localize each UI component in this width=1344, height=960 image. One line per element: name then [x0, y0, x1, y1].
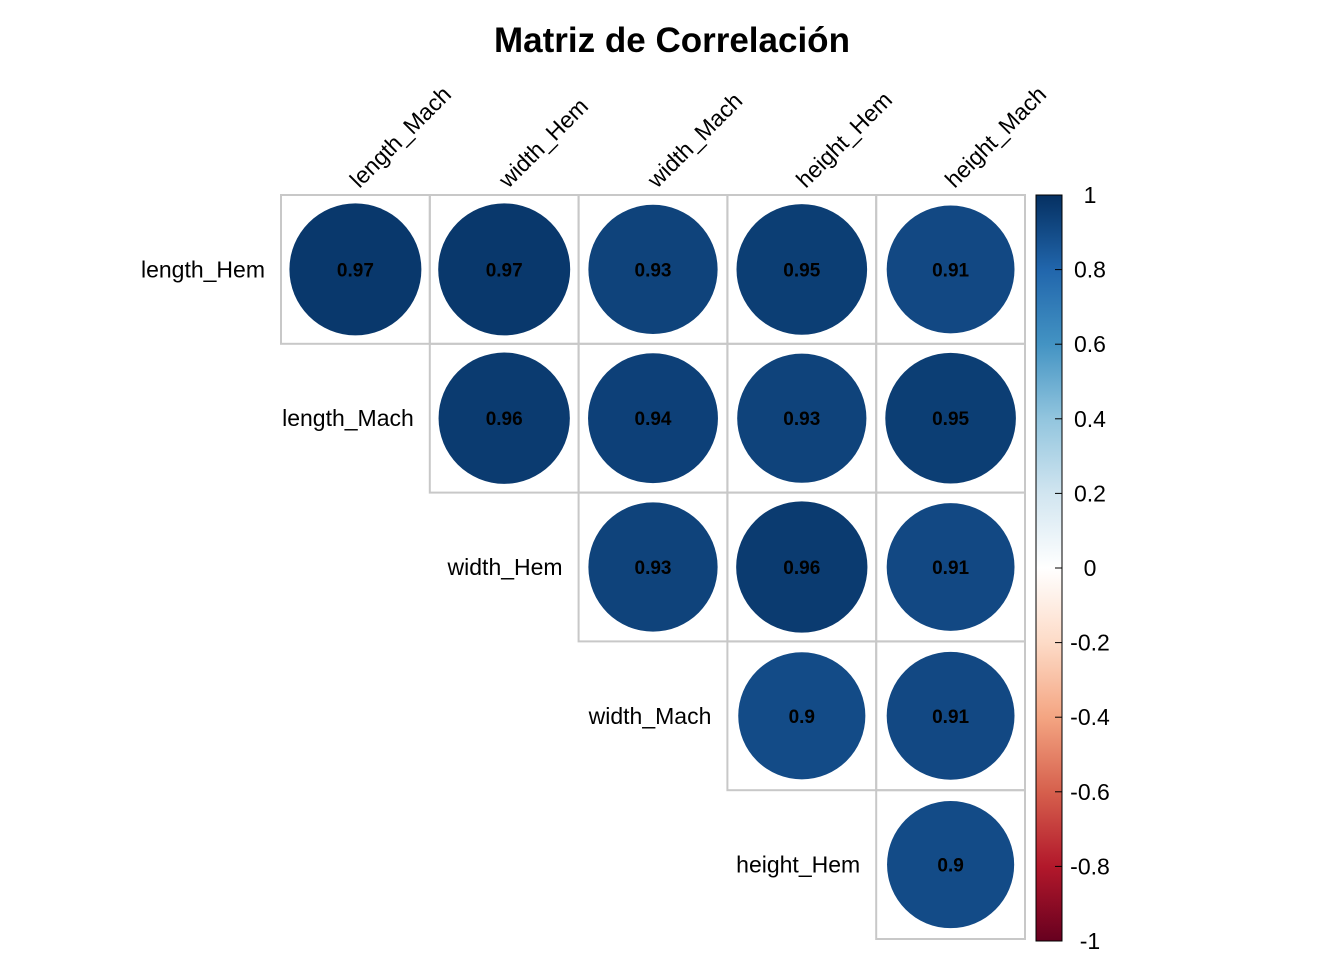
colorbar-tick-label: 0.4 [1074, 406, 1106, 432]
matrix-cells: 0.97 0.97 0.93 0.95 0.91 0.96 0.94 0.93 0.95 0.93… [280, 194, 1027, 941]
correlation-circle [887, 801, 1015, 929]
colorbar-tick-label: -1 [1080, 928, 1100, 954]
correlation-value-label: 0.91 [932, 260, 969, 281]
column-label: width_Mach [641, 87, 747, 193]
colorbar-tick-label: 0.6 [1074, 331, 1106, 357]
row-label: width_Hem [447, 554, 563, 580]
colorbar-tick-label: 1 [1084, 182, 1097, 208]
correlation-value-label: 0.9 [937, 856, 963, 877]
colorbar-tick-label: 0.8 [1074, 257, 1106, 283]
row-label: height_Hem [736, 852, 860, 878]
correlation-circle [738, 652, 866, 780]
row-label: length_Hem [141, 256, 265, 282]
column-labels: length_Mach width_Hem width_Mach height_Hem… [345, 81, 1052, 193]
chart-title: Matriz de Correlación [494, 21, 850, 60]
colorbar-tick-label: -0.2 [1070, 630, 1110, 656]
correlation-value-label: 0.93 [783, 409, 820, 430]
correlation-circle [886, 503, 1015, 631]
correlation-circle [588, 502, 718, 632]
correlation-value-label: 0.93 [635, 558, 672, 579]
colorbar: 1 0.8 0.6 0.4 0.2 0 -0.2 -0.4 -0.6 -0.8 -1 [1035, 182, 1110, 954]
colorbar-tick-label: 0.2 [1074, 480, 1106, 506]
matrix-cell-border [875, 789, 1027, 941]
correlation-value-label: 0.91 [932, 707, 969, 728]
correlation-value-label: 0.95 [932, 409, 969, 430]
correlation-value-label: 0.91 [932, 558, 969, 579]
correlation-circle [736, 204, 868, 335]
colorbar-tick-label: -0.6 [1070, 779, 1110, 805]
correlation-circle [438, 352, 570, 484]
correlation-circle [737, 353, 867, 483]
row-labels: length_Hem length_Mach width_Hem width_Mach… [141, 256, 860, 877]
correlation-circle [736, 501, 868, 633]
colorbar-tick-label: 0 [1084, 555, 1097, 581]
correlation-value-label: 0.9 [789, 707, 815, 728]
column-label: height_Mach [940, 81, 1052, 193]
column-label: length_Mach [345, 81, 457, 193]
column-label: width_Hem [493, 93, 593, 193]
correlation-circle [588, 353, 718, 484]
correlation-value-label: 0.97 [337, 260, 374, 281]
correlation-value-label: 0.95 [783, 260, 820, 281]
colorbar-tick-label: -0.4 [1070, 704, 1110, 730]
row-label: width_Mach [588, 703, 712, 729]
correlation-value-label: 0.96 [783, 558, 820, 579]
correlation-circle [588, 204, 718, 335]
correlation-value-label: 0.94 [635, 409, 672, 430]
correlation-circle [438, 203, 571, 336]
correlation-circle [886, 651, 1015, 780]
correlation-circle [885, 352, 1016, 484]
column-label: height_Hem [791, 86, 897, 192]
row-label: length_Mach [282, 405, 414, 431]
correlation-value-label: 0.96 [486, 409, 523, 430]
correlation-circle [886, 205, 1015, 334]
colorbar-tick-label: -0.8 [1070, 853, 1110, 879]
correlation-value-label: 0.97 [486, 260, 523, 281]
correlation-circle [289, 203, 422, 336]
correlation-value-label: 0.93 [635, 260, 672, 281]
